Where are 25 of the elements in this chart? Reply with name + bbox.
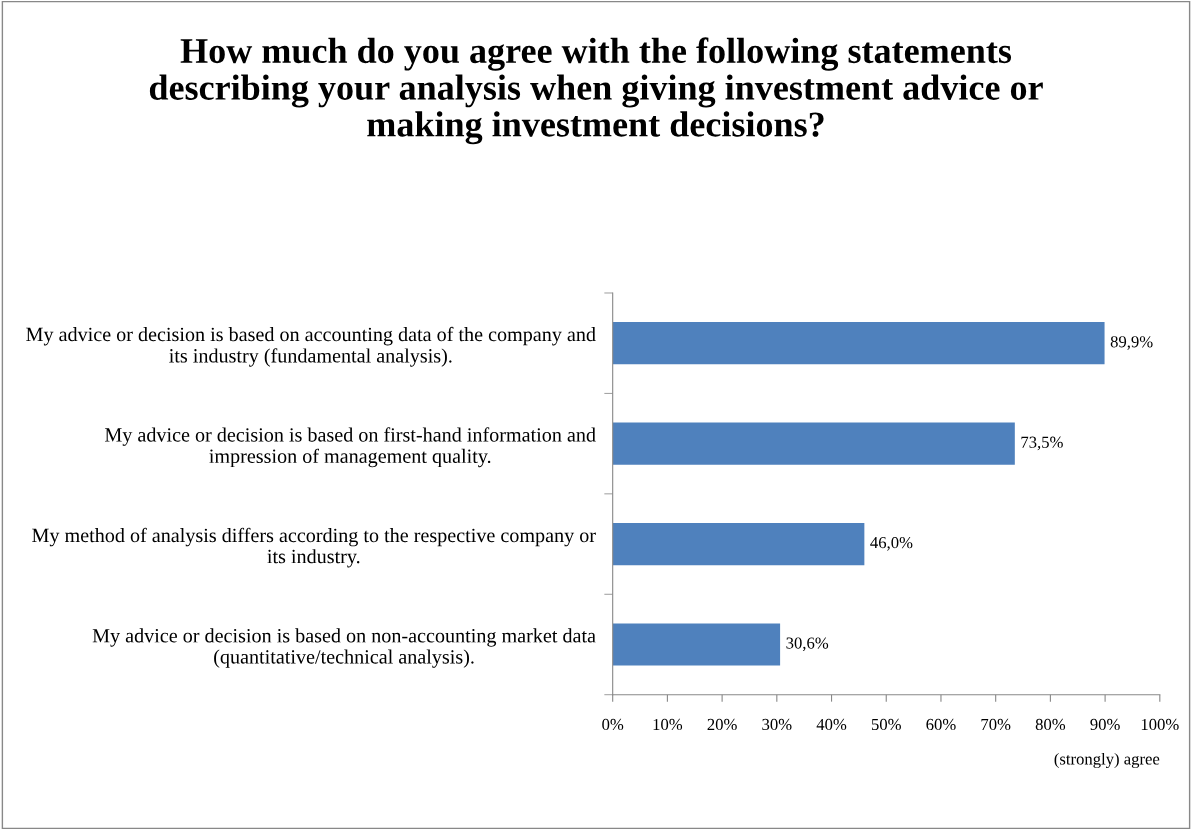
- x-tick-label: 10%: [653, 718, 683, 731]
- data-label: 73,5%: [1021, 436, 1063, 451]
- x-tick-label: 60%: [926, 718, 956, 731]
- x-axis-title: (strongly) agree: [1054, 752, 1160, 769]
- chart-title: How much do you agree with the following statements describing your analysis when giving investment advice or making investment decisions?: [149, 37, 1043, 145]
- data-label: 30,6%: [786, 637, 829, 652]
- x-tick-label: 0%: [602, 718, 624, 731]
- y-tick-label: My advice or decision is based on first-hand information and impression of management quality.: [104, 427, 596, 468]
- data-label: 46,0%: [870, 536, 913, 551]
- x-tick-label: 100%: [1141, 718, 1179, 731]
- x-tick-label: 40%: [816, 718, 847, 731]
- y-tick-label: My advice or decision is based on non-accounting market data (quantitative/technical analysis).: [92, 628, 596, 668]
- bar: [612, 422, 1015, 465]
- bar: [612, 623, 781, 666]
- x-tick-label: 20%: [707, 718, 737, 731]
- x-tick-label: 50%: [871, 718, 901, 731]
- x-tick-label: 30%: [762, 718, 792, 731]
- bar: [612, 522, 865, 566]
- x-tick-label: 80%: [1035, 718, 1066, 731]
- y-tick-label: My advice or decision is based on accounting data of the company and its industry (fundamental analysis).: [26, 326, 596, 367]
- y-tick-label: My method of analysis differs according to the respective company or its industry.: [32, 527, 596, 568]
- x-tick-label: 70%: [981, 718, 1011, 731]
- bar: [612, 322, 1105, 365]
- data-label: 89,9%: [1110, 336, 1153, 350]
- x-tick-label: 90%: [1090, 718, 1120, 731]
